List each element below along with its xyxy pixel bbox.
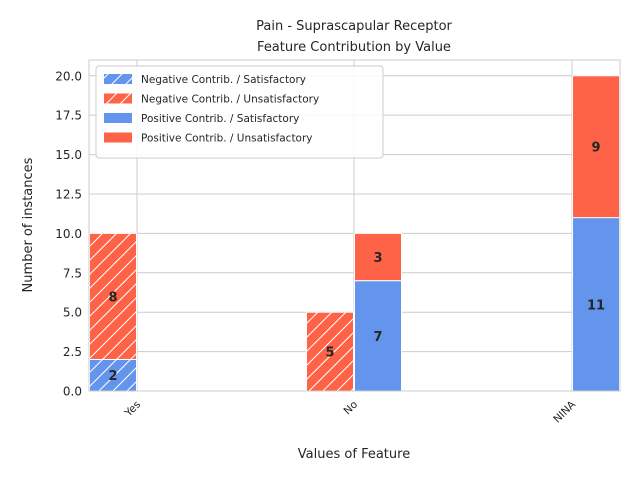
y-tick-label: 12.5 <box>55 187 82 201</box>
legend-swatch <box>104 113 132 123</box>
x-tick-label: Yes <box>122 399 143 420</box>
y-tick-label: 17.5 <box>55 109 82 123</box>
chart-title-line-2: Feature Contribution by Value <box>257 40 451 55</box>
x-tick-label: No <box>342 399 361 418</box>
plot-frame <box>88 59 621 392</box>
data-label: 3 <box>373 251 382 266</box>
bar-segment <box>354 232 402 282</box>
data-labels: 2 8 5 7 3 11 9 <box>108 141 605 385</box>
legend-box <box>95 65 384 159</box>
legend: Negative Contrib. / Satisfactory Negative… <box>95 65 384 159</box>
data-label: 2 <box>108 369 117 384</box>
y-tick-label: 5.0 <box>63 306 82 320</box>
x-axis-title: Values of Feature <box>298 447 410 462</box>
data-label: 9 <box>591 141 600 156</box>
legend-swatch-hatch <box>104 93 132 104</box>
y-tick-label: 20.0 <box>55 69 82 83</box>
legend-label: Positive Contrib. / Unsatisfactory <box>141 133 313 145</box>
legend-swatch <box>104 132 132 143</box>
data-label: 11 <box>587 298 605 313</box>
y-tick-label: 7.5 <box>63 266 82 280</box>
data-label: 5 <box>325 346 334 361</box>
bar-hatch <box>89 359 137 391</box>
bar-hatch <box>89 233 137 360</box>
data-label: 7 <box>373 330 382 345</box>
y-tick-label: 15.0 <box>55 148 82 162</box>
y-axis-title: Number of instances <box>21 157 36 292</box>
bars <box>89 75 620 392</box>
legend-label: Negative Contrib. / Unsatisfactory <box>141 94 319 106</box>
legend-label: Negative Contrib. / Satisfactory <box>141 74 306 86</box>
y-tick-label: 0.0 <box>63 385 82 399</box>
bar-hatch <box>306 312 354 391</box>
legend-swatch-hatch <box>104 74 132 84</box>
data-label: 8 <box>108 290 117 305</box>
legend-label: Positive Contrib. / Satisfactory <box>141 113 299 125</box>
y-tick-label: 2.5 <box>63 345 82 359</box>
x-axis-ticks: Yes No NINA <box>122 398 579 425</box>
chart-title-line-1: Pain - Suprascapular Receptor <box>256 19 452 34</box>
y-tick-label: 10.0 <box>55 227 82 241</box>
y-axis-ticks: 0.0 2.5 5.0 7.5 10.0 12.5 15.0 17.5 20.0 <box>55 69 82 398</box>
x-tick-label: NINA <box>551 398 578 425</box>
